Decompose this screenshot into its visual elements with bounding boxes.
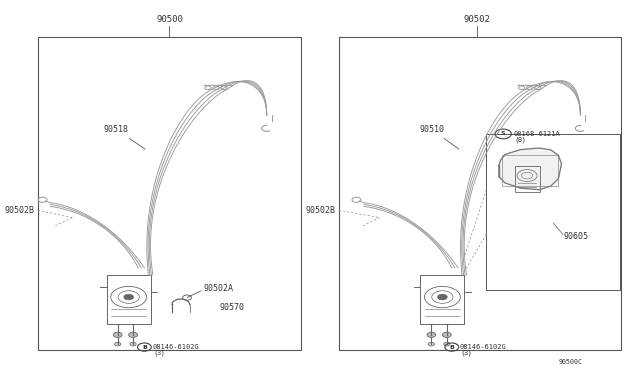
Text: B: B — [142, 344, 147, 350]
Text: 90605: 90605 — [563, 232, 588, 241]
Text: B: B — [449, 344, 454, 350]
Text: 08146-6102G: 08146-6102G — [152, 344, 199, 350]
Text: S: S — [501, 131, 506, 137]
Circle shape — [113, 332, 122, 337]
Circle shape — [115, 342, 121, 346]
Text: 08168-6121A: 08168-6121A — [513, 131, 560, 137]
Circle shape — [442, 332, 451, 337]
Text: (3): (3) — [154, 349, 164, 356]
Circle shape — [130, 342, 136, 346]
Text: 90500C: 90500C — [559, 359, 582, 365]
Circle shape — [427, 332, 436, 337]
Circle shape — [428, 342, 435, 346]
Circle shape — [129, 332, 138, 337]
Circle shape — [438, 294, 447, 300]
Text: (3): (3) — [462, 349, 472, 356]
Text: 90510: 90510 — [419, 125, 459, 149]
Text: 08146-6102G: 08146-6102G — [460, 344, 507, 350]
Text: 90502A: 90502A — [204, 284, 234, 293]
Text: (8): (8) — [515, 136, 525, 143]
Text: 90500: 90500 — [156, 15, 183, 24]
Text: 90502B: 90502B — [306, 206, 336, 215]
Text: 90518: 90518 — [104, 125, 145, 149]
Text: 90502: 90502 — [463, 15, 490, 24]
Polygon shape — [499, 148, 561, 190]
Circle shape — [124, 294, 134, 300]
Text: 90570: 90570 — [220, 303, 244, 312]
Circle shape — [444, 342, 450, 346]
Text: 90502B: 90502B — [4, 206, 35, 215]
